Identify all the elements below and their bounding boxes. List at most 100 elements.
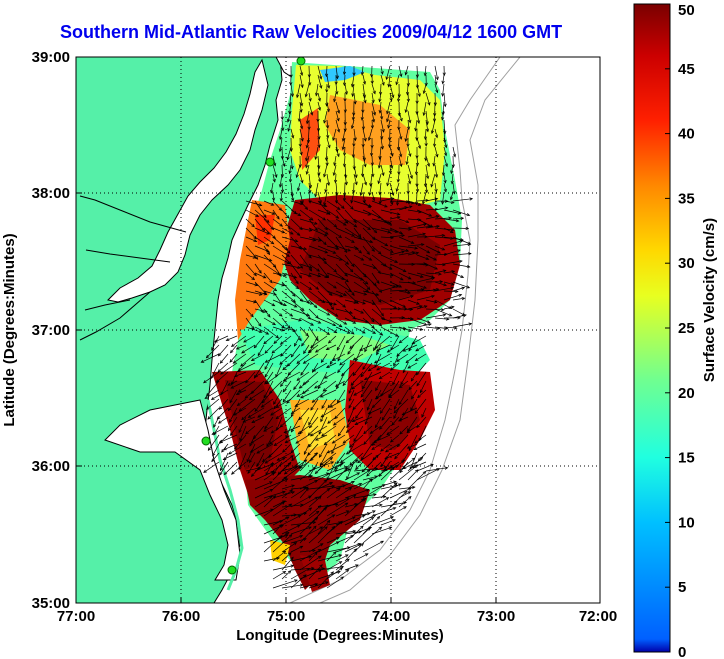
- velocity-vector: [279, 128, 283, 140]
- velocity-vector: [310, 335, 328, 348]
- velocity-vector: [389, 487, 412, 499]
- velocity-vector: [362, 326, 376, 334]
- velocity-vector: [236, 389, 247, 395]
- velocity-vector-head: [291, 197, 295, 202]
- velocity-vector-head: [434, 174, 439, 178]
- velocity-vector-head: [319, 462, 324, 466]
- velocity-vector: [245, 317, 255, 330]
- velocity-vector-head: [466, 285, 471, 289]
- velocity-vector: [321, 398, 328, 409]
- velocity-vector-head: [436, 224, 440, 229]
- velocity-vector: [290, 128, 294, 139]
- velocity-vector-head: [386, 349, 391, 353]
- velocity-vector: [263, 491, 286, 499]
- velocity-vector: [335, 146, 340, 157]
- velocity-vector: [380, 263, 393, 270]
- velocity-vector: [305, 155, 310, 168]
- velocity-vector-head: [333, 269, 338, 273]
- velocity-vector: [326, 128, 329, 138]
- velocity-vector: [326, 551, 337, 562]
- velocity-vector-head: [441, 80, 445, 85]
- velocity-vector-head: [398, 384, 403, 389]
- velocity-vector-head: [319, 526, 324, 530]
- velocity-vector: [297, 425, 310, 435]
- velocity-vector: [375, 389, 391, 400]
- velocity-vector-head: [314, 221, 318, 225]
- velocity-vector: [272, 290, 283, 305]
- velocity-vector: [317, 65, 322, 79]
- velocity-vector: [207, 407, 220, 420]
- velocity-vector: [289, 164, 292, 174]
- velocity-vector-head: [453, 326, 458, 330]
- velocity-vector-head: [332, 250, 337, 254]
- velocity-vector-head: [272, 178, 276, 183]
- velocity-vector-head: [391, 192, 395, 196]
- velocity-vector-head: [258, 203, 263, 207]
- velocity-vector-head: [290, 455, 294, 459]
- velocity-vector-head: [270, 226, 275, 231]
- velocity-vector-head: [260, 404, 265, 408]
- velocity-vector-head: [329, 361, 333, 365]
- velocity-vector-head: [370, 74, 374, 78]
- velocity-vector-head: [317, 107, 322, 111]
- velocity-vector-head: [280, 116, 284, 121]
- velocity-vector: [335, 173, 337, 183]
- velocity-vector: [326, 488, 341, 499]
- velocity-vector: [347, 407, 355, 423]
- velocity-vector-head: [387, 83, 391, 88]
- map-title: Southern Mid-Atlantic Raw Velocities 200…: [60, 22, 563, 42]
- velocity-vector-head: [302, 360, 307, 364]
- velocity-vector: [326, 362, 337, 368]
- velocity-vector-head: [282, 163, 286, 167]
- velocity-vector-head: [219, 360, 224, 364]
- velocity-vector: [371, 465, 393, 481]
- velocity-vector: [299, 496, 318, 508]
- velocity-vector-head: [328, 292, 333, 296]
- velocity-vector: [282, 389, 292, 403]
- velocity-vector-head: [317, 505, 322, 509]
- velocity-vector-head: [317, 274, 322, 278]
- velocity-vector-head: [372, 510, 376, 514]
- velocity-vector: [308, 281, 319, 290]
- velocity-vector-head: [299, 109, 303, 113]
- velocity-vector: [443, 281, 454, 286]
- velocity-vector-head: [432, 162, 436, 167]
- velocity-vector-head: [276, 215, 280, 220]
- velocity-vector-head: [300, 84, 304, 89]
- velocity-vector-head: [397, 483, 402, 487]
- velocity-vector-head: [395, 81, 399, 86]
- velocity-vector-head: [327, 144, 331, 149]
- velocity-vector: [398, 110, 403, 121]
- velocity-vector: [272, 218, 283, 227]
- velocity-vector-head: [323, 506, 328, 511]
- velocity-vector-head: [308, 274, 312, 278]
- velocity-vector: [317, 227, 329, 235]
- velocity-vector-head: [381, 172, 385, 177]
- velocity-vector-head: [277, 471, 282, 475]
- velocity-vector-head: [365, 288, 369, 292]
- velocity-vector: [317, 281, 333, 296]
- velocity-vector: [256, 443, 274, 454]
- velocity-vector-head: [406, 445, 411, 449]
- velocity-vector-head: [380, 71, 384, 75]
- velocity-vector-head: [218, 440, 223, 444]
- velocity-vector: [342, 137, 346, 150]
- velocity-vector: [362, 516, 380, 535]
- velocity-vector-head: [308, 82, 312, 86]
- velocity-vector-head: [270, 189, 274, 194]
- velocity-vector: [416, 191, 418, 205]
- velocity-vector-head: [369, 430, 374, 434]
- velocity-vector-head: [286, 156, 290, 161]
- velocity-vector: [417, 389, 427, 398]
- velocity-vector-head: [448, 216, 453, 220]
- velocity-vector-head: [281, 230, 286, 234]
- velocity-vector: [335, 487, 352, 499]
- velocity-vector-head: [318, 431, 322, 435]
- velocity-vector-head: [286, 253, 290, 257]
- velocity-vector-head: [380, 135, 384, 140]
- velocity-vector-head: [285, 531, 290, 536]
- velocity-vector-head: [345, 451, 350, 455]
- velocity-vector-head: [333, 179, 338, 184]
- velocity-vector-head: [327, 404, 331, 409]
- velocity-vector: [228, 398, 238, 411]
